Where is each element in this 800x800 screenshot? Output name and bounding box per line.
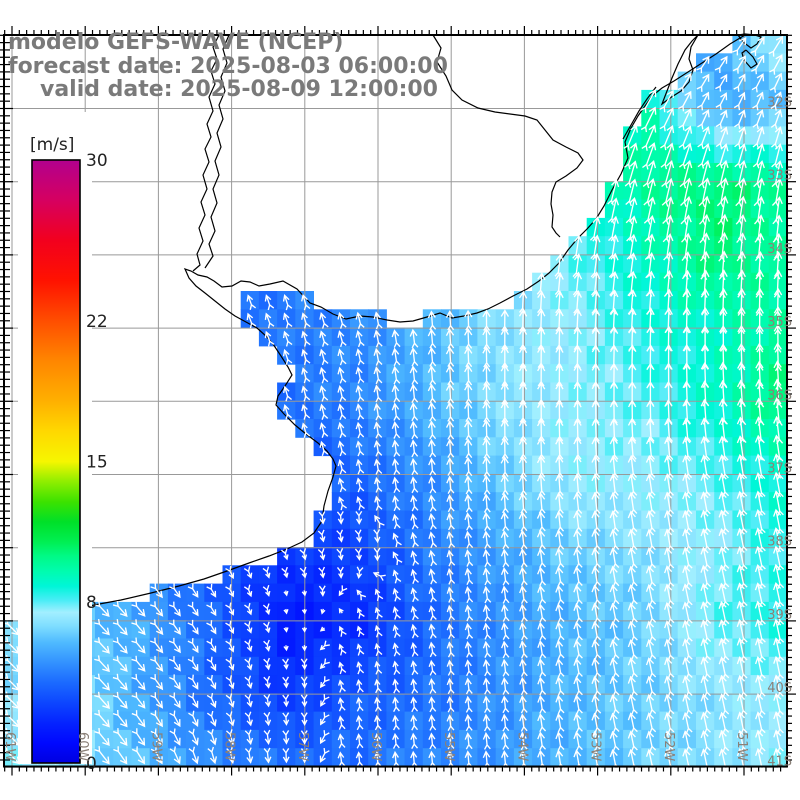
river-path	[622, 86, 657, 140]
coastline-layer	[33, 33, 762, 617]
lon-label: 60W	[75, 732, 90, 762]
colorbar-tick-label: 0	[86, 754, 97, 774]
colorbar-legend: [m/s] 30 22 15 8 0	[18, 112, 108, 774]
lon-label: 59W	[148, 732, 163, 762]
colorbar-tick-label: 15	[86, 453, 108, 473]
lon-label: 55W	[441, 732, 456, 762]
lon-label: 54W	[514, 732, 529, 762]
colorbar-unit-label: [m/s]	[30, 135, 74, 155]
lat-label: 38S	[767, 535, 792, 550]
colorbar	[31, 159, 81, 764]
lat-label: 33S	[767, 169, 792, 184]
lat-label: 41S	[767, 754, 792, 769]
lon-label: 61W	[2, 732, 17, 762]
lat-label: 36S	[767, 388, 792, 403]
lon-label: 51W	[734, 732, 749, 762]
coastline-path	[33, 34, 746, 617]
map-frame	[0, 26, 796, 776]
colorbar-tick-label: 8	[86, 593, 97, 613]
lon-label: 52W	[661, 732, 676, 762]
lat-label: 37S	[767, 462, 792, 477]
lon-label: 53W	[588, 732, 603, 762]
lagoon-path	[741, 49, 758, 69]
river-path	[432, 34, 584, 238]
river-path	[192, 34, 220, 272]
lon-label: 57W	[295, 732, 310, 762]
axis-labels: 32S 33S 34S 35S 36S 37S 38S 39S 40S 41S 61W 60W 59W 5…	[2, 96, 792, 770]
lon-label: 56W	[368, 732, 383, 762]
lat-label: 40S	[767, 681, 792, 696]
lon-label: 58W	[222, 732, 237, 762]
river-path	[204, 34, 230, 269]
lat-label: 35S	[767, 315, 792, 330]
lat-label: 32S	[767, 96, 792, 111]
colorbar-tick-label: 30	[86, 151, 108, 171]
colorbar-tick-label: 22	[86, 312, 108, 332]
lat-label: 39S	[767, 608, 792, 623]
lagoon-path	[660, 34, 699, 106]
lat-label: 34S	[767, 242, 792, 257]
